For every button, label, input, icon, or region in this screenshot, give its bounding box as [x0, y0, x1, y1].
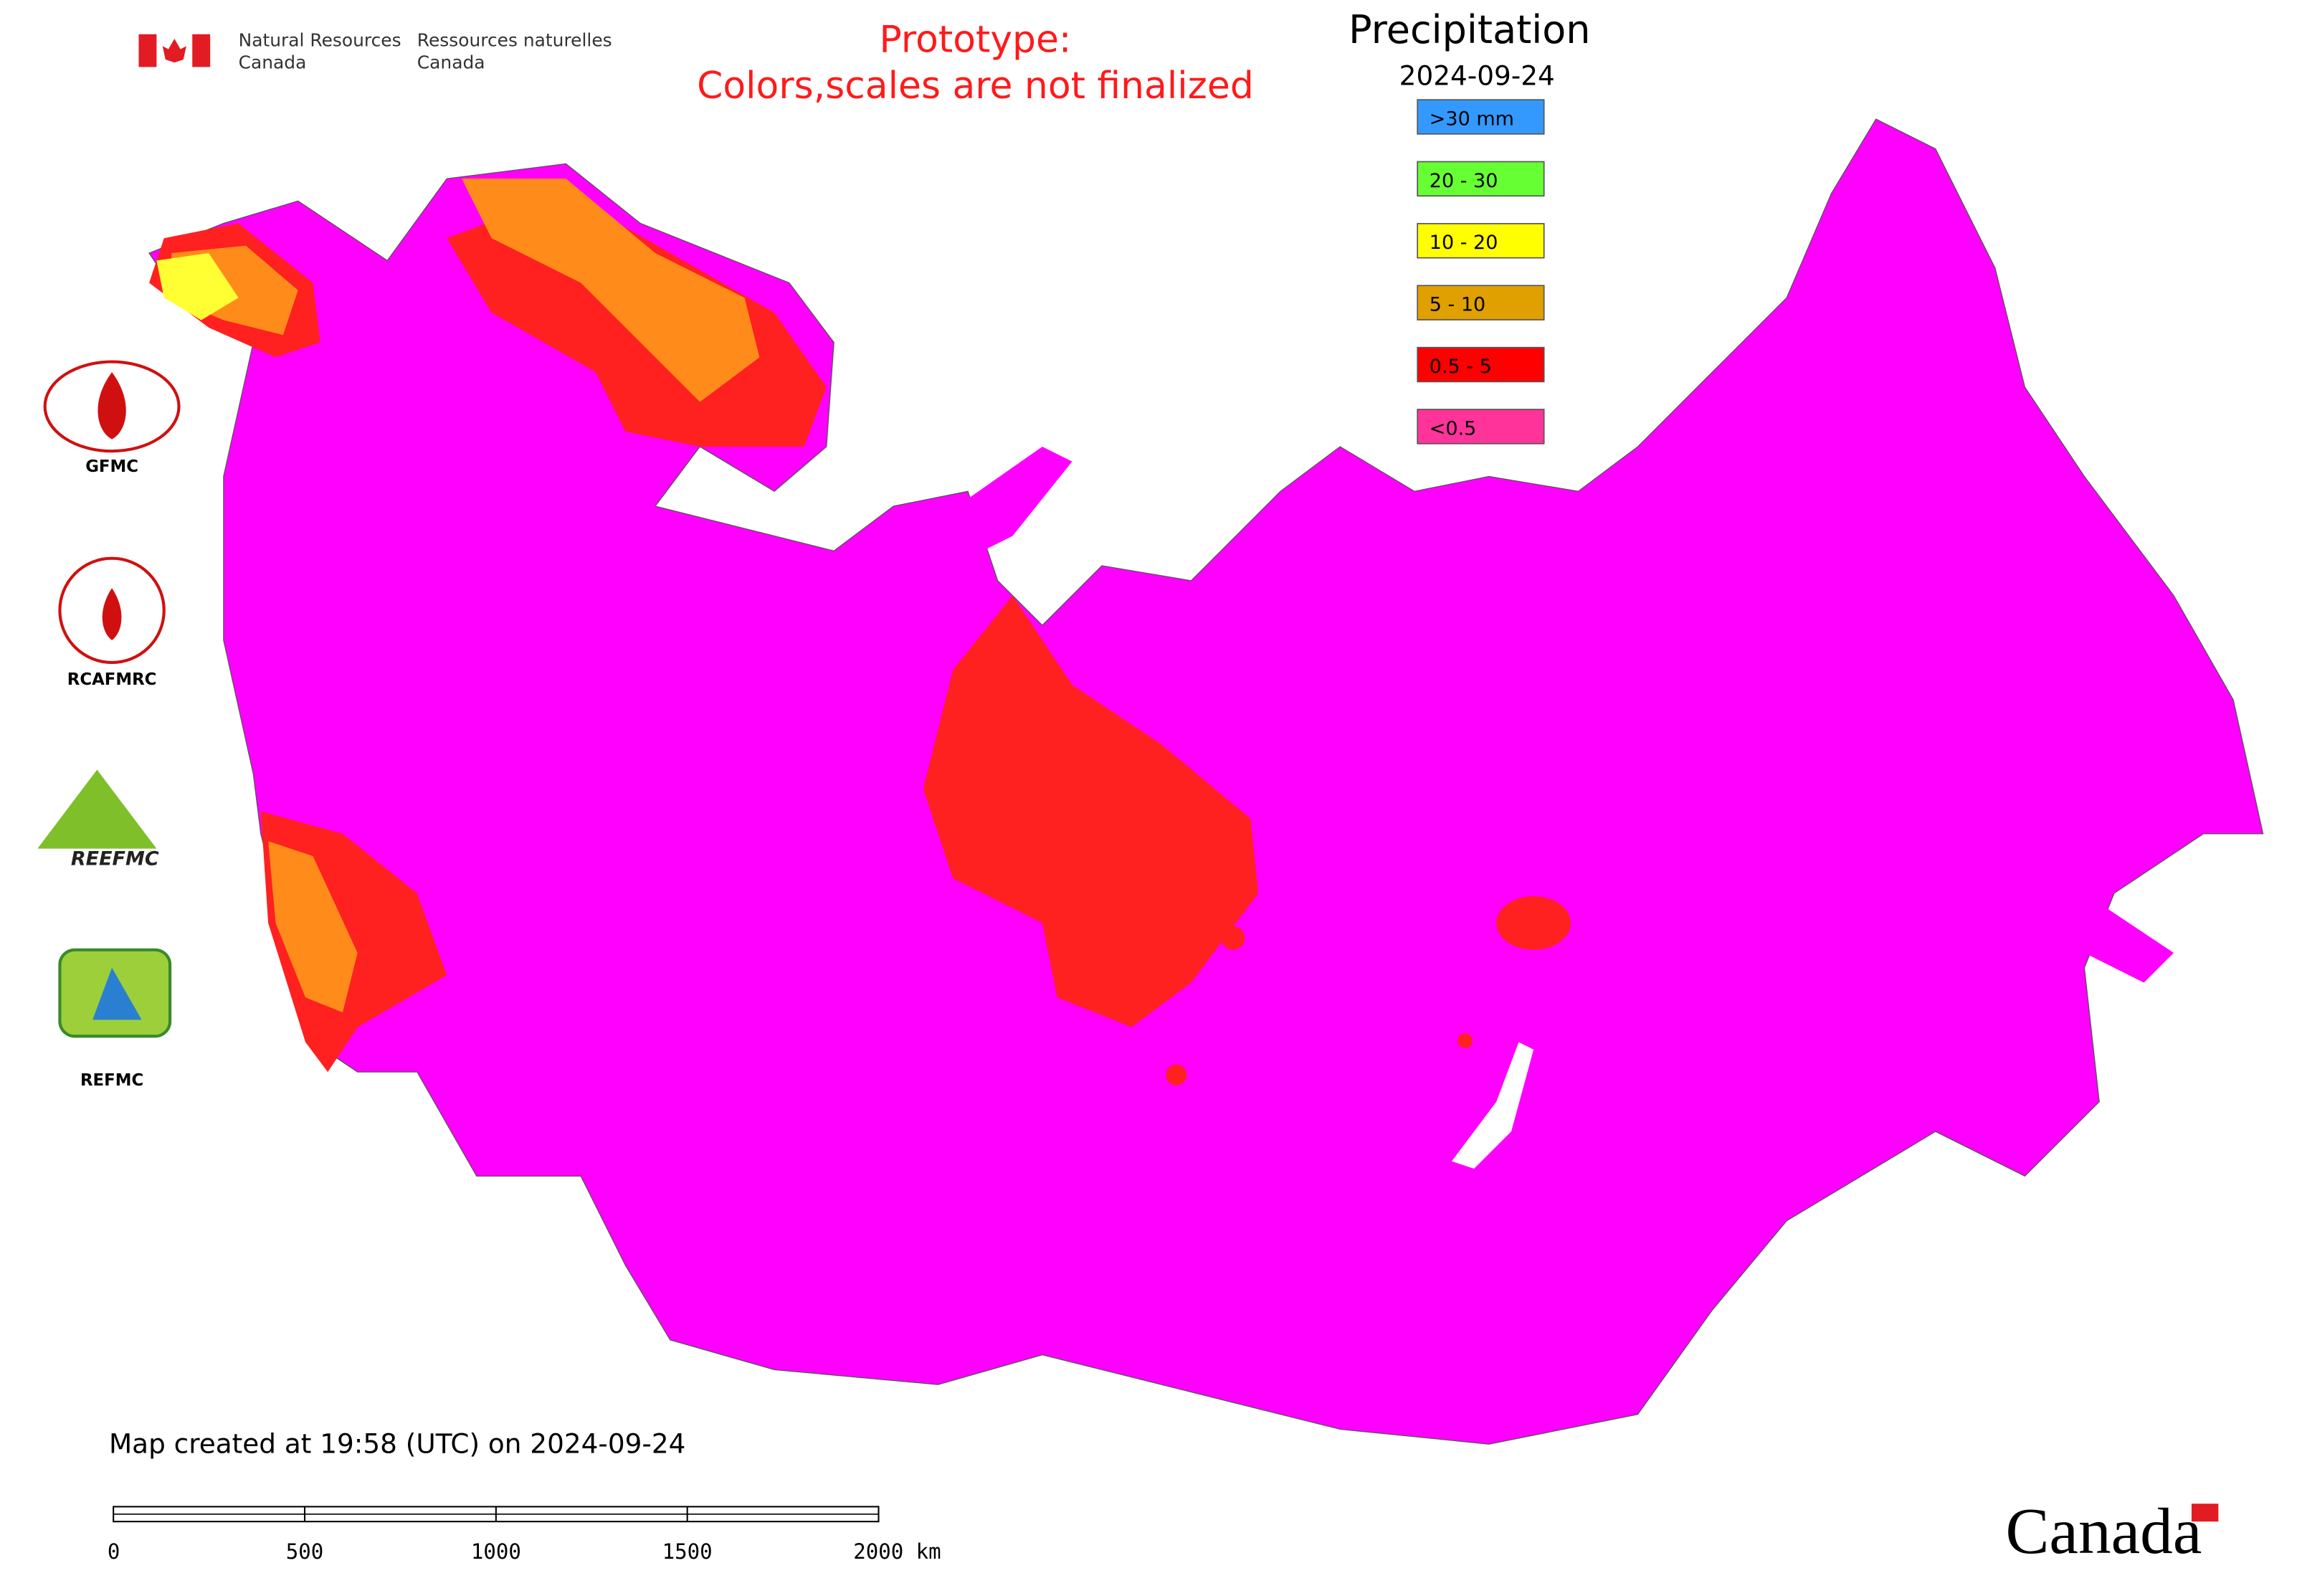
- island: [968, 446, 1072, 551]
- legend: Precipitation 2024-09-24 >30 mm 20 - 30 10…: [1349, 7, 1591, 445]
- agency-fr: Ressources naturelles: [417, 29, 612, 50]
- flag-bar: [138, 34, 157, 67]
- peninsula: [1965, 833, 2174, 983]
- zone-red: [1496, 896, 1571, 950]
- logo-gfmc: [43, 360, 181, 453]
- legend-label: >30 mm: [1430, 108, 1514, 130]
- map: [148, 118, 2264, 1445]
- logo-label: GFMC: [85, 457, 138, 476]
- legend-title: Precipitation: [1349, 7, 1590, 52]
- legend-label: 5 - 10: [1430, 294, 1485, 316]
- scale-label: 500: [286, 1539, 324, 1564]
- agency-signature: Natural Resources Canada Ressources natu…: [138, 29, 612, 73]
- zone-red: [1221, 926, 1245, 950]
- legend-date: 2024-09-24: [1399, 60, 1555, 91]
- legend-swatch: [1417, 99, 1545, 135]
- notice: Colors,scales are not finalized: [697, 65, 1254, 108]
- agency-fr: Canada: [417, 52, 485, 73]
- scale-label: 0: [108, 1539, 120, 1564]
- scale-label: 1000: [471, 1539, 521, 1564]
- zone-orange: [268, 841, 358, 1013]
- logo-label: REEFMC: [71, 847, 159, 870]
- logo-gfmc-flame: [97, 372, 126, 440]
- legend-label: 20 - 30: [1430, 170, 1498, 192]
- legend-swatch: [1417, 223, 1545, 259]
- logo-label: RCAFMRC: [67, 670, 157, 689]
- lake: [1451, 1042, 1534, 1169]
- legend-label: <0.5: [1430, 417, 1477, 440]
- zone-orange: [462, 179, 760, 402]
- scale-label: 2000 km: [853, 1539, 941, 1564]
- logos: GFMC RCAFMRC REEFMC REFMC: [37, 360, 181, 1090]
- zone-red: [923, 595, 1259, 1027]
- legend-swatch: [1417, 161, 1545, 197]
- legend-swatch: [1417, 285, 1545, 320]
- scale-bar: 0 500 1000 1500 2000 km: [108, 1506, 941, 1564]
- notice: Prototype:: [880, 19, 1072, 62]
- logo-reefmc: [37, 769, 157, 849]
- scale-label: 1500: [662, 1539, 713, 1564]
- zone-red: [1457, 1033, 1473, 1048]
- logo-refmc-mark: [92, 967, 142, 1020]
- logo-rcafmrc-flame: [102, 588, 122, 640]
- logo-label: REFMC: [80, 1071, 143, 1090]
- created-note: Map created at 19:58 (UTC) on 2024-09-24: [109, 1428, 685, 1460]
- wordmark-flag: [2191, 1504, 2219, 1522]
- legend-label: 0.5 - 5: [1430, 356, 1492, 378]
- flag-bar: [192, 34, 211, 67]
- zone-yellow: [156, 253, 239, 320]
- zone-red: [1166, 1064, 1187, 1086]
- agency-en: Canada: [239, 52, 307, 73]
- maple-leaf: [162, 38, 186, 63]
- legend-swatch: [1417, 346, 1545, 383]
- agency-en: Natural Resources: [239, 29, 401, 50]
- legend-label: 10 - 20: [1430, 232, 1498, 254]
- legend-swatch: [1417, 409, 1545, 445]
- canada-wordmark: Canada: [2005, 1495, 2202, 1567]
